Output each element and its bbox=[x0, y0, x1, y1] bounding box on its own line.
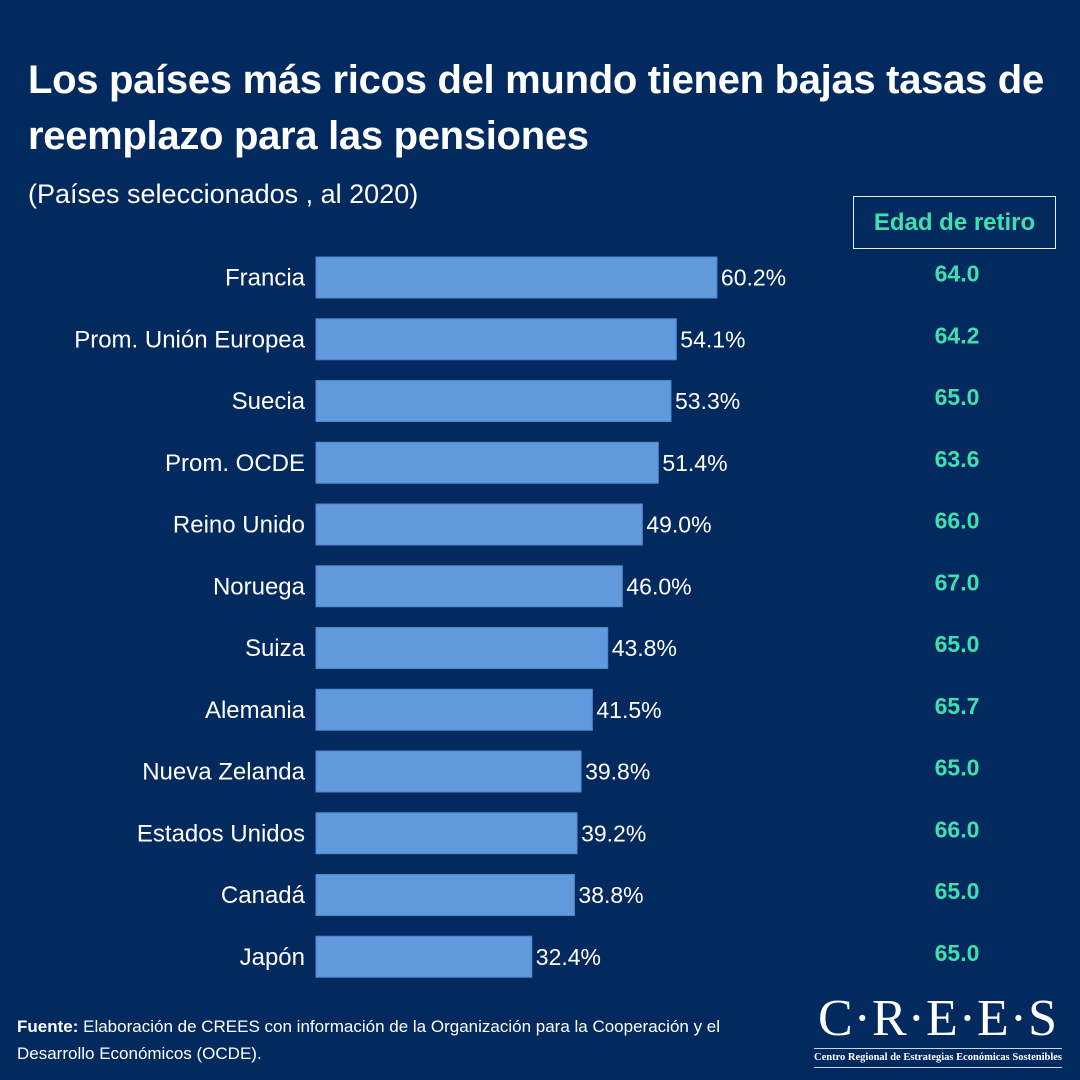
chart-title: Los países más ricos del mundo tienen ba… bbox=[28, 58, 1044, 158]
logo-wordmark: C·R·E·E·S bbox=[817, 990, 1059, 1047]
category-label: Canadá bbox=[221, 882, 306, 909]
retirement-age-label: 65.0 bbox=[935, 631, 980, 657]
retirement-age-label: 63.6 bbox=[935, 446, 980, 472]
bar bbox=[315, 318, 677, 361]
value-label: 43.8% bbox=[612, 635, 677, 661]
value-label: 51.4% bbox=[662, 450, 727, 476]
bar-row: Estados Unidos 39.2% 66.0 bbox=[137, 812, 980, 855]
bar bbox=[315, 503, 643, 546]
bar-row: Alemania 41.5% 65.7 bbox=[205, 688, 980, 731]
category-label: Francia bbox=[225, 265, 306, 292]
value-label: 41.5% bbox=[596, 697, 661, 723]
category-label: Japón bbox=[240, 944, 305, 971]
bar bbox=[315, 565, 623, 608]
category-label: Suecia bbox=[232, 388, 306, 415]
bar-row: Prom. Unión Europea 54.1% 64.2 bbox=[74, 318, 980, 361]
bar-row: Suecia 53.3% 65.0 bbox=[232, 380, 980, 422]
bar bbox=[315, 627, 609, 669]
bar-row: Prom. OCDE 51.4% 63.6 bbox=[165, 441, 980, 484]
category-label: Prom. Unión Europea bbox=[74, 326, 305, 353]
retirement-age-label: 65.0 bbox=[935, 940, 980, 966]
bar bbox=[315, 256, 718, 299]
retirement-age-label: 64.2 bbox=[935, 322, 980, 348]
retirement-age-label: 67.0 bbox=[935, 569, 980, 595]
logo-tagline: Centro Regional de Estrategias Económica… bbox=[813, 1052, 1062, 1063]
bar bbox=[315, 688, 593, 731]
retirement-age-label: 65.0 bbox=[935, 755, 980, 781]
category-label: Reino Unido bbox=[173, 512, 305, 539]
retirement-age-label: 64.0 bbox=[935, 261, 980, 287]
bar bbox=[315, 750, 582, 793]
bar-chart: Francia 60.2% 64.0 Prom. Unión Europea 54.1%… bbox=[74, 256, 980, 978]
bar-row: Francia 60.2% 64.0 bbox=[225, 256, 980, 299]
source-text: Elaboración de CREES con información de … bbox=[17, 1017, 721, 1063]
category-label: Suiza bbox=[245, 635, 306, 662]
retirement-age-label: 65.0 bbox=[935, 384, 980, 410]
value-label: 53.3% bbox=[675, 388, 740, 414]
retirement-age-label: 66.0 bbox=[935, 508, 980, 534]
value-label: 39.8% bbox=[585, 759, 650, 785]
retirement-age-label: 65.0 bbox=[935, 878, 980, 904]
category-label: Noruega bbox=[213, 573, 306, 600]
bar bbox=[315, 812, 578, 855]
chart-subtitle: (Países seleccionados , al 2020) bbox=[28, 179, 419, 209]
value-label: 38.8% bbox=[578, 882, 643, 908]
value-label: 54.1% bbox=[680, 326, 745, 352]
bar-row: Canadá 38.8% 65.0 bbox=[221, 874, 980, 916]
source-note: Fuente: Elaboración de CREES con informa… bbox=[17, 1013, 797, 1067]
retirement-age-label: 65.7 bbox=[935, 693, 980, 719]
logo-divider bbox=[814, 1048, 1062, 1049]
source-label: Fuente: bbox=[17, 1017, 79, 1036]
category-label: Prom. OCDE bbox=[165, 450, 305, 477]
category-label: Nueva Zelanda bbox=[142, 759, 305, 786]
bar bbox=[315, 441, 659, 484]
bar bbox=[315, 380, 672, 422]
bars-layer: Francia 60.2% 64.0 Prom. Unión Europea 54.1%… bbox=[74, 256, 980, 978]
value-label: 46.0% bbox=[626, 573, 691, 599]
value-label: 60.2% bbox=[721, 265, 786, 291]
value-label: 32.4% bbox=[536, 944, 601, 970]
value-label: 49.0% bbox=[646, 512, 711, 538]
bar-row: Japón 32.4% 65.0 bbox=[240, 935, 980, 978]
logo-divider-bottom bbox=[814, 1067, 1062, 1068]
crees-logo: C·R·E·E·S Centro Regional de Estrategias… bbox=[810, 992, 1066, 1072]
bar bbox=[315, 935, 533, 978]
retirement-age-label: 66.0 bbox=[935, 816, 980, 842]
bar-row: Nueva Zelanda 39.8% 65.0 bbox=[142, 750, 980, 793]
category-label: Alemania bbox=[205, 697, 306, 724]
bar-row: Suiza 43.8% 65.0 bbox=[245, 627, 980, 669]
category-label: Estados Unidos bbox=[137, 820, 305, 847]
value-label: 39.2% bbox=[581, 820, 646, 846]
bar bbox=[315, 874, 575, 916]
bar-row: Reino Unido 49.0% 66.0 bbox=[173, 503, 980, 546]
retirement-age-column-header: Edad de retiro bbox=[853, 196, 1056, 249]
bar-row: Noruega 46.0% 67.0 bbox=[213, 565, 980, 608]
